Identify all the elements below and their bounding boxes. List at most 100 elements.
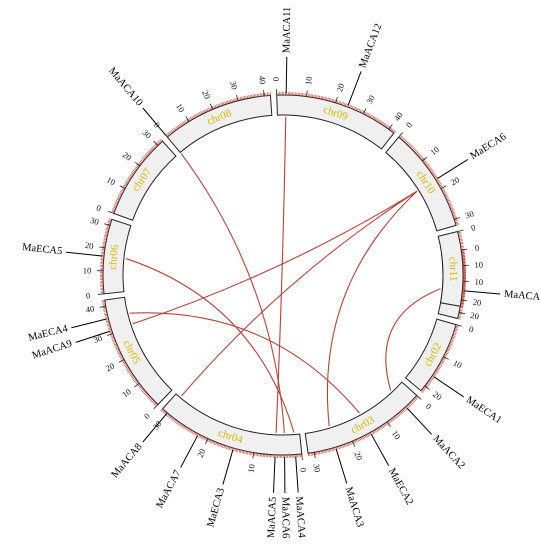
tick-label: 0 xyxy=(95,203,102,214)
minor-tick xyxy=(121,360,125,363)
minor-tick xyxy=(379,120,382,124)
minor-tick xyxy=(321,96,324,100)
minor-tick xyxy=(377,119,380,122)
gene-leader-line xyxy=(142,414,167,443)
minor-tick xyxy=(220,444,223,448)
minor-tick xyxy=(109,332,113,335)
minor-tick xyxy=(244,96,246,100)
minor-tick xyxy=(138,161,142,165)
minor-tick xyxy=(455,221,459,223)
minor-tick xyxy=(454,220,458,222)
minor-tick xyxy=(455,222,459,225)
minor-tick xyxy=(209,107,212,111)
minor-tick xyxy=(452,333,456,336)
gene-label-MaACA2: MaACA2 xyxy=(430,434,466,472)
minor-tick xyxy=(251,94,253,98)
minor-tick xyxy=(127,370,131,373)
minor-tick xyxy=(103,310,107,313)
minor-tick xyxy=(224,445,227,449)
minor-tick xyxy=(339,445,342,449)
minor-tick xyxy=(226,446,228,450)
minor-tick xyxy=(446,198,450,201)
minor-tick xyxy=(447,199,451,202)
minor-tick xyxy=(426,165,430,168)
major-tick xyxy=(443,356,449,360)
minor-tick xyxy=(194,432,197,436)
minor-tick xyxy=(186,119,189,123)
minor-tick xyxy=(202,436,204,440)
minor-tick xyxy=(115,201,119,204)
minor-tick xyxy=(365,434,368,438)
minor-tick xyxy=(170,130,174,133)
minor-tick xyxy=(362,110,365,114)
minor-tick xyxy=(103,309,107,311)
minor-tick xyxy=(426,382,430,385)
tick-label: 0 xyxy=(424,401,434,411)
minor-tick xyxy=(451,337,455,340)
minor-tick xyxy=(144,392,148,396)
minor-tick xyxy=(341,101,343,105)
minor-tick xyxy=(402,409,405,412)
gene-label-MaECA5: MaECA5 xyxy=(22,242,63,257)
minor-tick xyxy=(334,99,336,103)
minor-tick xyxy=(336,100,339,104)
minor-tick xyxy=(316,95,318,99)
minor-tick xyxy=(457,231,461,234)
gene-label-MaECA6: MaECA6 xyxy=(468,131,508,162)
minor-tick xyxy=(440,362,443,365)
minor-tick xyxy=(460,243,464,245)
minor-tick xyxy=(432,173,436,176)
minor-tick xyxy=(338,446,340,450)
minor-tick xyxy=(217,443,220,447)
synteny-link xyxy=(132,190,418,325)
minor-tick xyxy=(404,140,408,143)
minor-tick xyxy=(401,137,405,141)
minor-tick xyxy=(458,314,462,316)
minor-tick xyxy=(223,445,225,449)
minor-tick xyxy=(241,96,243,100)
minor-tick xyxy=(108,328,112,331)
minor-tick xyxy=(336,446,339,450)
minor-tick xyxy=(418,154,422,158)
tick-label: 0 xyxy=(404,120,414,130)
minor-tick xyxy=(141,388,144,391)
minor-tick xyxy=(130,173,134,176)
minor-tick xyxy=(129,373,133,376)
minor-tick xyxy=(238,97,240,101)
minor-tick xyxy=(190,117,193,120)
minor-tick xyxy=(105,319,109,321)
minor-tick xyxy=(411,146,414,149)
minor-tick xyxy=(327,97,329,101)
tick-label: 0 xyxy=(298,467,308,472)
minor-tick xyxy=(407,404,411,408)
gene-label-MaECA1: MaECA1 xyxy=(464,395,504,427)
minor-tick xyxy=(140,387,143,390)
minor-tick xyxy=(134,380,138,383)
major-tick xyxy=(209,103,214,110)
major-tick xyxy=(108,211,114,214)
minor-tick xyxy=(120,189,124,192)
minor-tick xyxy=(161,409,164,413)
minor-tick xyxy=(231,99,233,103)
chromosome-block-chr10 xyxy=(385,136,457,232)
minor-tick xyxy=(350,441,353,445)
minor-tick xyxy=(102,241,106,244)
minor-tick xyxy=(395,414,399,418)
minor-tick xyxy=(220,102,222,106)
major-tick xyxy=(351,440,356,447)
minor-tick xyxy=(239,97,242,101)
minor-tick xyxy=(107,220,112,223)
major-tick xyxy=(388,124,393,130)
major-tick xyxy=(134,161,141,167)
gene-label-MaACA3: MaACA3 xyxy=(343,486,366,529)
minor-tick xyxy=(113,205,117,208)
minor-tick xyxy=(102,305,106,307)
minor-tick xyxy=(222,444,224,448)
minor-tick xyxy=(414,397,418,400)
major-tick xyxy=(457,229,464,232)
minor-tick xyxy=(105,229,109,231)
minor-tick xyxy=(458,234,462,236)
minor-tick xyxy=(145,154,148,157)
minor-tick xyxy=(231,447,234,451)
minor-tick xyxy=(341,445,343,449)
